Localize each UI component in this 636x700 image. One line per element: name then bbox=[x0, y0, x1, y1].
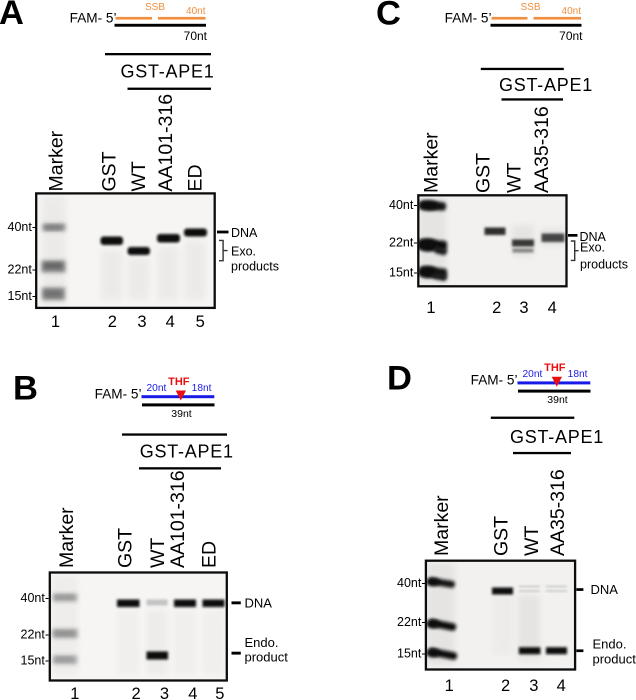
svg-text:2: 2 bbox=[132, 685, 141, 700]
svg-text:40nt-: 40nt- bbox=[397, 576, 426, 590]
svg-text:Marker: Marker bbox=[56, 507, 78, 568]
svg-text:2: 2 bbox=[501, 677, 510, 695]
svg-text:WT: WT bbox=[128, 161, 150, 191]
svg-text:C: C bbox=[376, 0, 401, 32]
svg-text:15nt-: 15nt- bbox=[8, 289, 37, 303]
svg-text:GST-APE1: GST-APE1 bbox=[140, 442, 234, 462]
svg-text:22nt-: 22nt- bbox=[389, 236, 418, 250]
svg-text:product: product bbox=[593, 652, 636, 667]
svg-text:FAM- 5’: FAM- 5’ bbox=[95, 386, 142, 401]
svg-text:70nt: 70nt bbox=[184, 29, 208, 43]
svg-text:18nt: 18nt bbox=[192, 383, 212, 394]
svg-text:FAM- 5’: FAM- 5’ bbox=[445, 11, 492, 26]
svg-text:GST: GST bbox=[491, 516, 513, 556]
svg-text:product: product bbox=[245, 650, 289, 665]
svg-text:39nt: 39nt bbox=[547, 394, 568, 406]
svg-text:15nt-: 15nt- bbox=[397, 646, 426, 660]
svg-text:22nt-: 22nt- bbox=[397, 615, 426, 629]
svg-text:5: 5 bbox=[196, 313, 205, 331]
svg-text:4: 4 bbox=[188, 685, 197, 700]
svg-text:22nt-: 22nt- bbox=[8, 263, 37, 277]
svg-text:GST-APE1: GST-APE1 bbox=[510, 427, 604, 447]
svg-text:1: 1 bbox=[445, 677, 454, 695]
svg-text:4: 4 bbox=[548, 299, 557, 317]
svg-text:Marker: Marker bbox=[46, 130, 68, 191]
svg-text:39nt: 39nt bbox=[171, 408, 192, 420]
svg-text:GST-APE1: GST-APE1 bbox=[120, 62, 214, 82]
svg-text:D: D bbox=[387, 360, 412, 398]
svg-text:40nt-: 40nt- bbox=[389, 198, 418, 212]
svg-text:5: 5 bbox=[215, 685, 224, 700]
svg-text:DNA: DNA bbox=[245, 595, 273, 610]
svg-text:20nt: 20nt bbox=[523, 369, 543, 380]
svg-text:A: A bbox=[0, 0, 24, 32]
svg-text:ED: ED bbox=[199, 541, 221, 568]
svg-text:15nt-: 15nt- bbox=[21, 653, 50, 667]
svg-text:AA35-316: AA35-316 bbox=[531, 106, 553, 193]
svg-text:AA101-316: AA101-316 bbox=[167, 470, 189, 568]
svg-text:ED: ED bbox=[185, 164, 207, 191]
svg-text:4: 4 bbox=[166, 313, 175, 331]
svg-text:Exo.: Exo. bbox=[580, 241, 605, 255]
svg-text:THF: THF bbox=[544, 362, 566, 374]
svg-text:2: 2 bbox=[108, 313, 117, 331]
svg-text:20nt: 20nt bbox=[147, 383, 167, 394]
svg-text:GST: GST bbox=[473, 153, 495, 193]
svg-text:1: 1 bbox=[51, 313, 60, 331]
svg-text:GST: GST bbox=[99, 151, 121, 191]
svg-text:FAM- 5’: FAM- 5’ bbox=[471, 373, 518, 388]
svg-text:3: 3 bbox=[519, 299, 528, 317]
svg-text:40nt: 40nt bbox=[186, 6, 206, 17]
svg-text:3: 3 bbox=[160, 685, 169, 700]
svg-text:DNA: DNA bbox=[591, 582, 619, 597]
svg-text:Marker: Marker bbox=[431, 495, 453, 556]
svg-text:40nt: 40nt bbox=[562, 6, 582, 17]
svg-text:FAM- 5’: FAM- 5’ bbox=[70, 11, 117, 26]
svg-text:Endo.: Endo. bbox=[245, 635, 279, 650]
svg-text:1: 1 bbox=[426, 299, 435, 317]
svg-text:70nt: 70nt bbox=[559, 29, 583, 43]
svg-text:AA35-316: AA35-316 bbox=[547, 469, 569, 556]
svg-text:18nt: 18nt bbox=[568, 369, 588, 380]
svg-text:DNA: DNA bbox=[231, 226, 258, 240]
svg-text:1: 1 bbox=[70, 685, 79, 700]
svg-text:WT: WT bbox=[521, 526, 543, 556]
svg-text:2: 2 bbox=[492, 299, 501, 317]
svg-text:3: 3 bbox=[529, 677, 538, 695]
svg-text:SSB: SSB bbox=[520, 2, 540, 13]
svg-text:products: products bbox=[231, 260, 279, 274]
svg-text:Endo.: Endo. bbox=[593, 636, 627, 651]
svg-text:WT: WT bbox=[147, 538, 169, 568]
svg-text:Marker: Marker bbox=[421, 132, 443, 193]
svg-text:AA101-316: AA101-316 bbox=[155, 94, 177, 192]
svg-text:DNA: DNA bbox=[580, 230, 607, 244]
svg-text:GST-APE1: GST-APE1 bbox=[499, 75, 593, 95]
svg-text:B: B bbox=[13, 370, 38, 408]
svg-text:products: products bbox=[580, 257, 628, 271]
svg-text:GST: GST bbox=[115, 528, 137, 568]
svg-text:4: 4 bbox=[557, 677, 566, 695]
svg-text:22nt-: 22nt- bbox=[21, 628, 50, 642]
svg-text:40nt-: 40nt- bbox=[8, 220, 37, 234]
svg-text:40nt-: 40nt- bbox=[21, 591, 50, 605]
svg-text:SSB: SSB bbox=[145, 2, 165, 13]
svg-text:THF: THF bbox=[168, 376, 190, 388]
svg-text:Exo.: Exo. bbox=[231, 245, 256, 259]
svg-text:3: 3 bbox=[137, 313, 146, 331]
svg-text:15nt-: 15nt- bbox=[389, 265, 418, 279]
svg-text:WT: WT bbox=[504, 163, 526, 193]
